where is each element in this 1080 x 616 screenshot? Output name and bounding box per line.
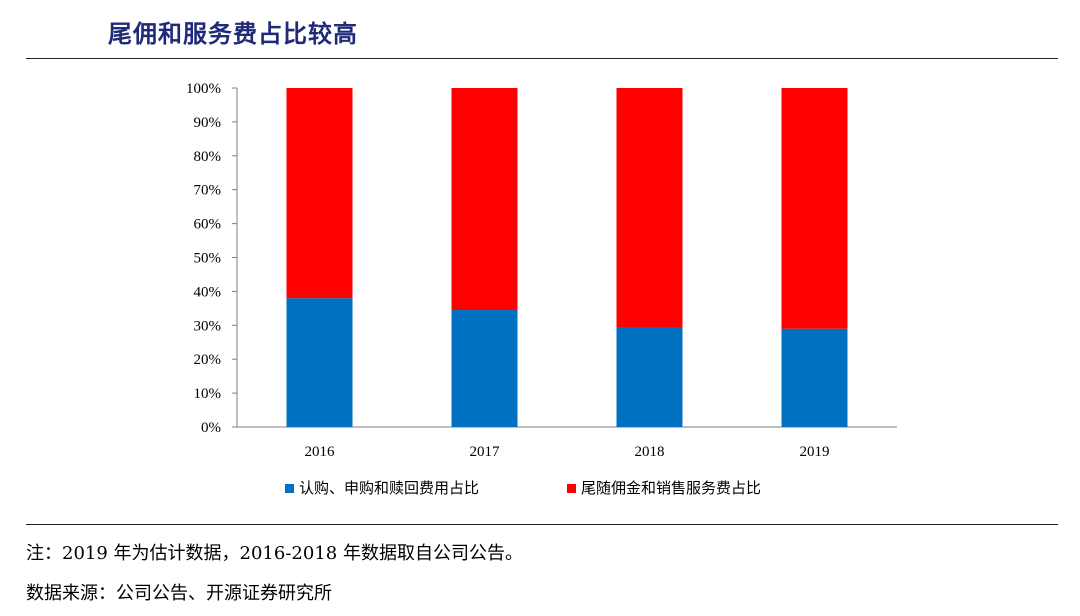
y-tick-label: 90% (194, 115, 222, 131)
bar-segment-trailing-commission-2019 (781, 88, 848, 329)
y-tick-label: 30% (194, 318, 222, 334)
bar-segment-subscription-redemption-2017 (451, 310, 518, 427)
x-tick-label: 2019 (800, 444, 830, 460)
y-tick-label: 50% (194, 251, 222, 267)
y-tick-label: 20% (194, 352, 222, 368)
bar-segment-subscription-redemption-2018 (616, 326, 683, 427)
stacked-bar-chart: 0% 10% 20% 30% 40% 50% 60% 70% 80% 90% 100% 2016 201… (186, 81, 897, 497)
legend-swatch (285, 484, 294, 493)
y-tick-label: 70% (194, 183, 222, 199)
bar-segment-trailing-commission-2017 (451, 88, 518, 311)
title-divider (26, 58, 1058, 59)
bar-segment-subscription-redemption-2016 (286, 298, 353, 427)
bar-segment-trailing-commission-2018 (616, 88, 683, 327)
x-tick-label: 2018 (635, 444, 665, 460)
y-tick-label: 10% (194, 386, 222, 402)
legend-label: 尾随佣金和销售服务费占比 (581, 479, 761, 497)
legend-swatch (567, 484, 576, 493)
legend-label: 认购、申购和赎回费用占比 (299, 479, 479, 497)
bar-segment-subscription-redemption-2019 (781, 328, 848, 427)
chart-source: 数据来源：公司公告、开源证券研究所 (26, 583, 332, 604)
bar-segment-trailing-commission-2016 (286, 88, 353, 299)
chart-title: 尾佣和服务费占比较高 (108, 19, 358, 48)
x-tick-label: 2016 (305, 444, 336, 460)
note-divider (26, 524, 1058, 525)
y-tick-label: 40% (194, 284, 222, 300)
chart-note: 注：2019 年为估计数据，2016-2018 年数据取自公司公告。 (26, 543, 523, 564)
y-tick-label: 100% (186, 81, 221, 97)
y-tick-label: 80% (194, 149, 222, 165)
x-tick-label: 2017 (470, 444, 501, 460)
y-tick-label: 0% (201, 420, 221, 436)
y-tick-label: 60% (194, 217, 222, 233)
